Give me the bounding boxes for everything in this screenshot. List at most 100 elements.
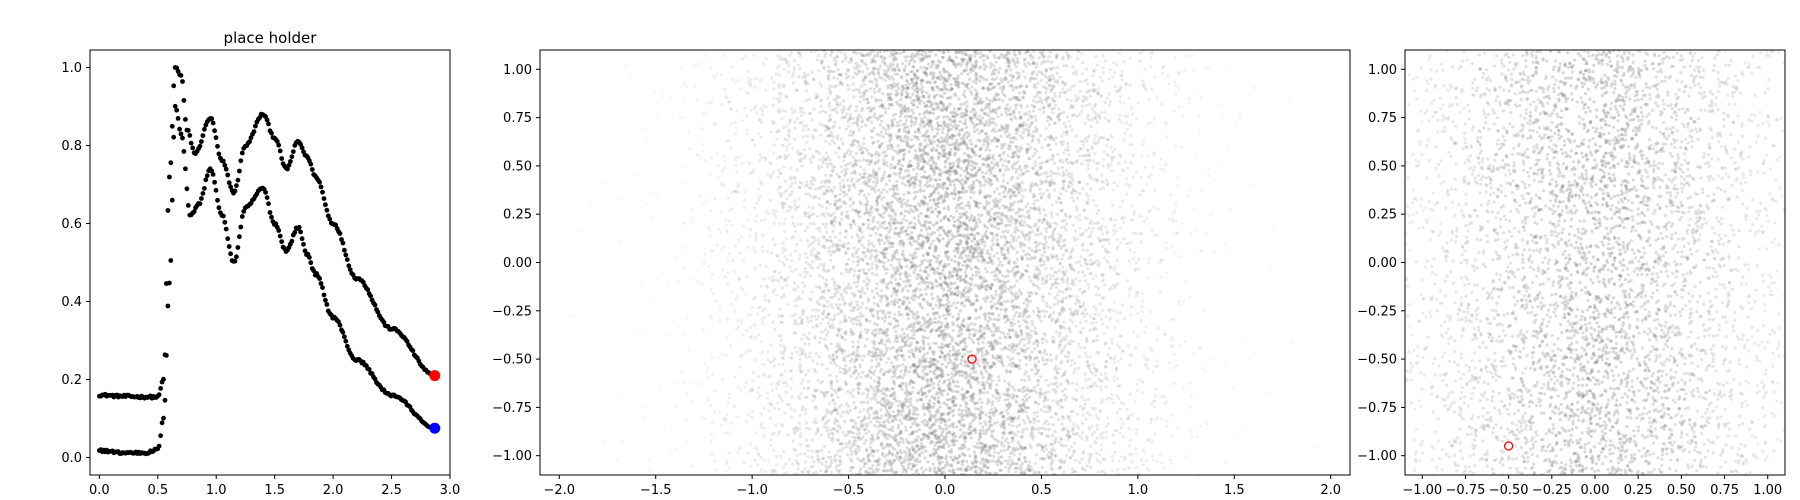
cloud-point (1043, 137, 1047, 142)
cloud-point (1004, 111, 1008, 115)
cloud-point (866, 247, 870, 251)
cloud-point (1072, 422, 1076, 426)
cloud-point (772, 151, 776, 155)
cloud-point (858, 432, 862, 436)
cloud-point (1066, 286, 1070, 290)
cloud-point (832, 70, 836, 74)
cloud-point (933, 96, 937, 100)
cloud-point (974, 293, 978, 297)
cloud-point (1046, 258, 1050, 262)
cloud-point (973, 378, 977, 382)
cloud-point (949, 450, 954, 454)
cloud-point (793, 322, 797, 326)
series-1-point (212, 179, 218, 185)
cloud-point (1009, 188, 1014, 192)
cloud-point (770, 388, 775, 393)
cloud-point (862, 279, 866, 283)
cloud-point (848, 469, 853, 473)
cloud-point (1057, 113, 1061, 117)
cloud-point (1072, 113, 1076, 117)
cloud-point (1203, 369, 1207, 374)
cloud-point (953, 186, 957, 190)
cloud-point (580, 102, 585, 106)
cloud-point (874, 232, 878, 236)
cloud-point (970, 148, 975, 152)
cloud-point (1068, 160, 1073, 165)
cloud-point (745, 132, 749, 136)
cloud-point (1090, 321, 1094, 325)
series-1-point (267, 210, 273, 215)
cloud-point (1024, 370, 1028, 374)
cloud-point (756, 132, 761, 136)
cloud-point (836, 134, 840, 138)
cloud-point (865, 88, 869, 93)
cloud-point (876, 304, 881, 308)
cloud-point (834, 194, 838, 198)
cloud-point (1053, 367, 1057, 371)
cloud-point (992, 454, 996, 459)
cloud-point (806, 387, 810, 391)
cloud-point (905, 95, 909, 99)
cloud-point (832, 185, 836, 190)
cloud-point (816, 378, 820, 383)
cloud-point (1080, 421, 1084, 425)
series-0-point (216, 151, 222, 157)
cloud-point (1020, 273, 1025, 277)
cloud-point (704, 198, 708, 203)
cloud-point (744, 380, 748, 384)
cloud-point (980, 129, 984, 133)
cloud-point (1030, 140, 1034, 144)
cloud-point (943, 344, 947, 348)
cloud-point (1048, 78, 1053, 82)
cloud-point (821, 161, 825, 165)
cloud-point (902, 295, 906, 300)
cloud-point (1204, 231, 1209, 235)
cloud-point (844, 442, 849, 446)
cloud-point (758, 393, 762, 397)
cloud-point (729, 145, 733, 150)
series-0-point (346, 263, 352, 269)
cloud-point (997, 278, 1002, 283)
cloud-point (799, 370, 803, 374)
cloud-point (1019, 116, 1023, 120)
series-1-point (204, 173, 210, 179)
cloud-point (840, 170, 844, 174)
cloud-point (986, 377, 990, 381)
cloud-point (750, 305, 754, 309)
cloud-point (951, 399, 955, 404)
cloud-point (982, 391, 986, 395)
cloud-point (847, 108, 851, 112)
cloud-point (752, 53, 756, 58)
cloud-point (792, 175, 796, 179)
cloud-point (1112, 61, 1116, 65)
cloud-point (829, 361, 833, 365)
cloud-point (893, 312, 897, 316)
cloud-point (1010, 324, 1014, 328)
cloud-point (1086, 410, 1090, 415)
cloud-point (858, 95, 863, 99)
cloud-point (889, 62, 893, 66)
cloud-point (967, 134, 971, 138)
cloud-point (912, 472, 916, 475)
cloud-point (911, 65, 915, 69)
cloud-point (875, 282, 879, 286)
cloud-point (1113, 147, 1117, 151)
cloud-point (990, 72, 994, 77)
cloud-point (743, 385, 747, 389)
cloud-point (1209, 212, 1213, 216)
cloud-point (907, 129, 911, 133)
cloud-point (1049, 452, 1054, 456)
cloud-point (1066, 161, 1070, 165)
cloud-point (1083, 274, 1087, 278)
cloud-point (731, 78, 735, 82)
cloud-point (1188, 295, 1192, 299)
cloud-point (1118, 100, 1122, 104)
series-0-point (215, 143, 220, 149)
cloud-point (935, 220, 939, 225)
cloud-point (944, 243, 949, 247)
cloud-point (1095, 334, 1099, 338)
cloud-point (1018, 145, 1022, 150)
cloud-point (1055, 212, 1059, 216)
cloud-point (1077, 270, 1081, 274)
cloud-point (876, 388, 880, 392)
